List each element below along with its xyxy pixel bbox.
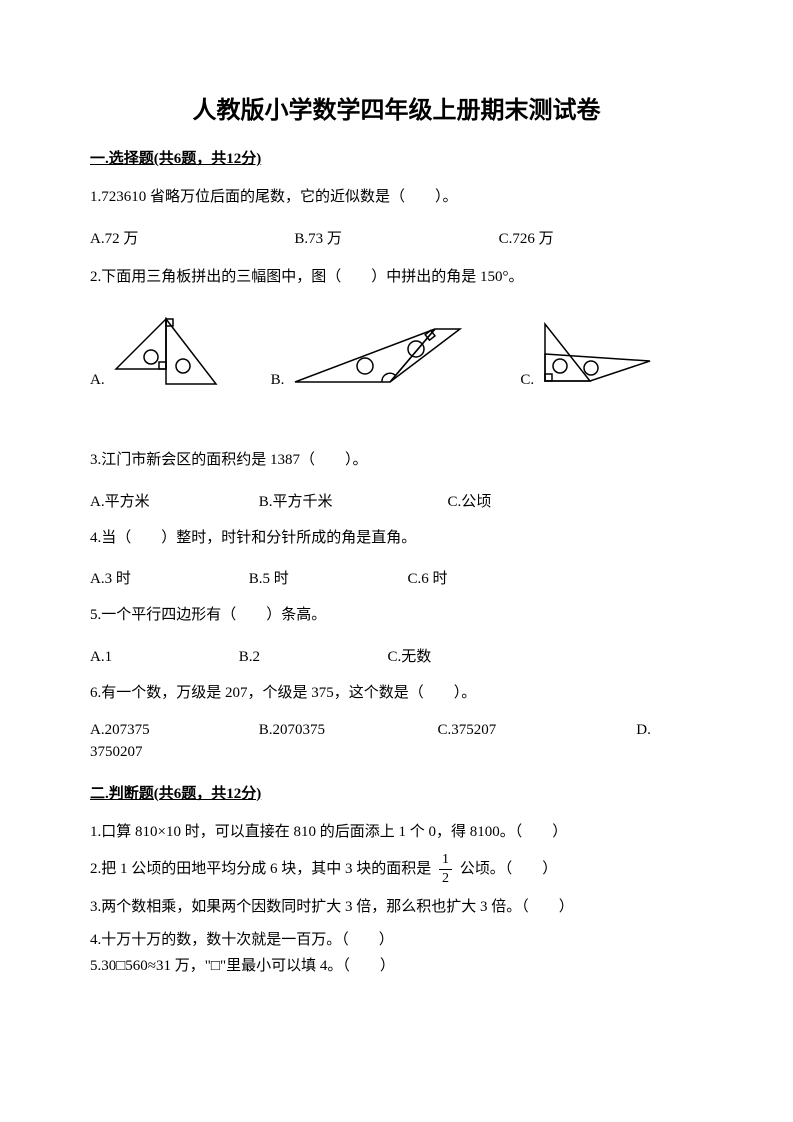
q1-opt-b: B.73 万 xyxy=(294,227,498,248)
q3-opt-b: B.平方千米 xyxy=(259,490,444,511)
q2-fig-b: B. xyxy=(271,324,466,389)
q4-text: 4.当（ ）整时，时针和分针所成的角是直角。 xyxy=(90,527,703,550)
q2-label-a: A. xyxy=(90,372,105,389)
q1-text: 1.723610 省略万位后面的尾数，它的近似数是（ ）。 xyxy=(90,186,703,209)
judge-q2-pre: 2.把 1 公顷的田地平均分成 6 块，其中 3 块的面积是 xyxy=(90,861,431,877)
q2-label-c: C. xyxy=(520,372,534,389)
judge-q4: 4.十万十万的数，数十次就是一百万。（ ） xyxy=(90,929,703,952)
section-choice-header: 一.选择题(共6题，共12分) xyxy=(90,147,703,168)
q5-text: 5.一个平行四边形有（ ）条高。 xyxy=(90,604,703,627)
q4-opt-b: B.5 时 xyxy=(249,567,404,588)
q5-opt-c: C.无数 xyxy=(388,645,432,666)
q5-opt-a: A.1 xyxy=(90,649,235,666)
q1-opt-a: A.72 万 xyxy=(90,227,294,248)
q6-opt-d2: 3750207 xyxy=(90,741,703,764)
q2-text: 2.下面用三角板拼出的三幅图中，图（ ）中拼出的角是 150°。 xyxy=(90,266,703,289)
q4-opt-a: A.3 时 xyxy=(90,567,245,588)
q6-opt-b: B.2070375 xyxy=(259,722,434,739)
q2-fig-c: C. xyxy=(520,319,655,389)
judge-q2-post: 公顷。（ ） xyxy=(460,861,558,877)
q5-opt-b: B.2 xyxy=(239,649,384,666)
q3-opt-c: C.公顷 xyxy=(448,490,492,511)
q2-figures: A. B. xyxy=(90,314,703,389)
q3-options: A.平方米 B.平方千米 C.公顷 xyxy=(90,490,703,511)
judge-q1: 1.口算 810×10 时，可以直接在 810 的后面添上 1 个 0，得 81… xyxy=(90,821,703,844)
fraction-half: 1 2 xyxy=(439,853,452,886)
q2-fig-a: A. xyxy=(90,314,221,389)
q4-opt-c: C.6 时 xyxy=(408,567,448,588)
q6-opt-d: D. xyxy=(636,722,651,739)
triangle-figure-b xyxy=(290,324,465,389)
triangle-figure-a xyxy=(111,314,221,389)
q6-opt-c: C.375207 xyxy=(438,722,633,739)
q1-opt-c: C.726 万 xyxy=(499,227,703,248)
q2-label-b: B. xyxy=(271,372,285,389)
page-title: 人教版小学数学四年级上册期末测试卷 xyxy=(90,90,703,125)
judge-q2: 2.把 1 公顷的田地平均分成 6 块，其中 3 块的面积是 1 2 公顷。（ … xyxy=(90,853,703,886)
fraction-numerator: 1 xyxy=(439,853,452,870)
fraction-denominator: 2 xyxy=(439,870,452,886)
q3-text: 3.江门市新会区的面积约是 1387（ ）。 xyxy=(90,449,703,472)
section-judge-header: 二.判断题(共6题，共12分) xyxy=(90,782,703,803)
judge-q5: 5.30□560≈31 万，"□"里最小可以填 4。（ ） xyxy=(90,955,703,978)
triangle-figure-c xyxy=(540,319,655,389)
q1-options: A.72 万 B.73 万 C.726 万 xyxy=(90,227,703,248)
judge-q3: 3.两个数相乘，如果两个因数同时扩大 3 倍，那么积也扩大 3 倍。（ ） xyxy=(90,896,703,919)
q6-text: 6.有一个数，万级是 207，个级是 375，这个数是（ ）。 xyxy=(90,682,703,705)
q6-options: A.207375 B.2070375 C.375207 D. xyxy=(90,722,703,739)
q4-options: A.3 时 B.5 时 C.6 时 xyxy=(90,567,703,588)
q6-opt-a: A.207375 xyxy=(90,722,255,739)
q3-opt-a: A.平方米 xyxy=(90,490,255,511)
q5-options: A.1 B.2 C.无数 xyxy=(90,645,703,666)
